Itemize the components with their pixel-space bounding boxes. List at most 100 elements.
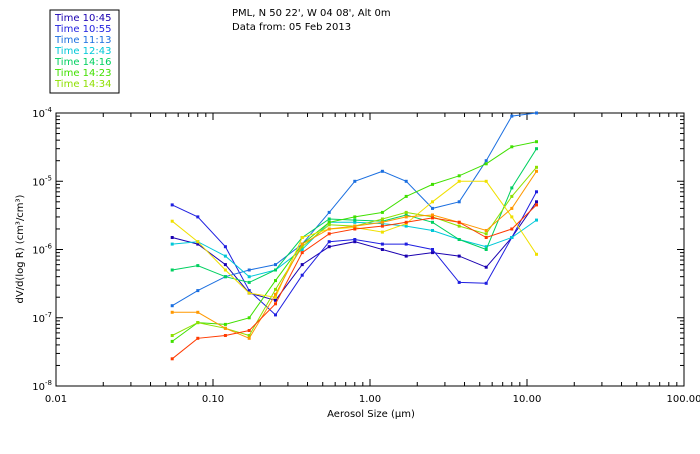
data-point [381, 221, 384, 224]
data-point [196, 215, 199, 218]
data-point [381, 211, 384, 214]
data-point [248, 292, 251, 295]
chart-title-line-2: Data from: 05 Feb 2013 [232, 22, 351, 33]
data-point [381, 248, 384, 251]
data-point [405, 221, 408, 224]
legend-entry: Time 12:43 [54, 46, 111, 57]
legend-entry: Time 14:23 [54, 68, 111, 79]
data-point [458, 200, 461, 203]
series-line [172, 167, 536, 335]
x-tick-label: 0.10 [202, 394, 224, 405]
data-point [171, 220, 174, 223]
data-point [224, 275, 227, 278]
data-point [274, 302, 277, 305]
data-point [458, 225, 461, 228]
data-point [510, 186, 513, 189]
data-point [405, 215, 408, 218]
data-point [274, 313, 277, 316]
data-point [535, 203, 538, 206]
data-point [405, 180, 408, 183]
x-tick-label: 10.00 [513, 394, 542, 405]
data-point [510, 215, 513, 218]
data-point [328, 211, 331, 214]
data-point [405, 255, 408, 258]
data-point [535, 200, 538, 203]
data-point [353, 238, 356, 241]
data-point [171, 334, 174, 337]
data-point [485, 248, 488, 251]
data-point [301, 274, 304, 277]
data-point [274, 269, 277, 272]
data-point [381, 231, 384, 234]
data-point [510, 195, 513, 198]
data-point [431, 248, 434, 251]
data-point [328, 223, 331, 226]
data-point [510, 207, 513, 210]
data-point [274, 288, 277, 291]
data-point [274, 279, 277, 282]
data-point [431, 207, 434, 210]
data-point [301, 236, 304, 239]
legend-entry: Time 10:45 [54, 13, 111, 24]
data-point [171, 269, 174, 272]
data-point [485, 229, 488, 232]
data-point [535, 140, 538, 143]
data-point [171, 203, 174, 206]
series-1 [171, 190, 538, 316]
data-point [535, 219, 538, 222]
data-point [274, 293, 277, 296]
data-point [510, 228, 513, 231]
series-line [172, 192, 536, 315]
data-point [196, 289, 199, 292]
data-point [171, 304, 174, 307]
data-point [431, 214, 434, 217]
y-tick-label: 10-4 [32, 106, 52, 120]
data-point [431, 221, 434, 224]
data-point [224, 323, 227, 326]
x-tick-label: 0.01 [45, 394, 67, 405]
data-point [458, 174, 461, 177]
legend-entry: Time 10:55 [54, 24, 111, 35]
data-point [248, 275, 251, 278]
data-point [196, 311, 199, 314]
data-point [224, 269, 227, 272]
data-point [431, 183, 434, 186]
data-point [196, 240, 199, 243]
data-point [224, 263, 227, 266]
data-point [485, 180, 488, 183]
data-point [431, 200, 434, 203]
data-point [535, 166, 538, 169]
series-lines [171, 112, 538, 361]
data-point [224, 334, 227, 337]
data-point [353, 215, 356, 218]
data-point [458, 238, 461, 241]
data-point [381, 243, 384, 246]
data-point [224, 245, 227, 248]
data-point [196, 337, 199, 340]
data-point [328, 240, 331, 243]
data-point [431, 229, 434, 232]
data-point [458, 221, 461, 224]
data-point [248, 316, 251, 319]
data-point [248, 269, 251, 272]
data-point [485, 282, 488, 285]
data-point [171, 340, 174, 343]
data-point [328, 245, 331, 248]
data-point [248, 281, 251, 284]
data-point [248, 329, 251, 332]
data-point [458, 281, 461, 284]
data-point [224, 327, 227, 330]
data-point [224, 255, 227, 258]
data-point [171, 236, 174, 239]
data-point [301, 263, 304, 266]
legend-entry: Time 11:13 [54, 35, 111, 46]
data-point [431, 216, 434, 219]
data-point [485, 162, 488, 165]
data-point [171, 243, 174, 246]
x-tick-label: 100.00 [667, 394, 700, 405]
data-point [381, 218, 384, 221]
data-point [485, 236, 488, 239]
data-point [353, 180, 356, 183]
